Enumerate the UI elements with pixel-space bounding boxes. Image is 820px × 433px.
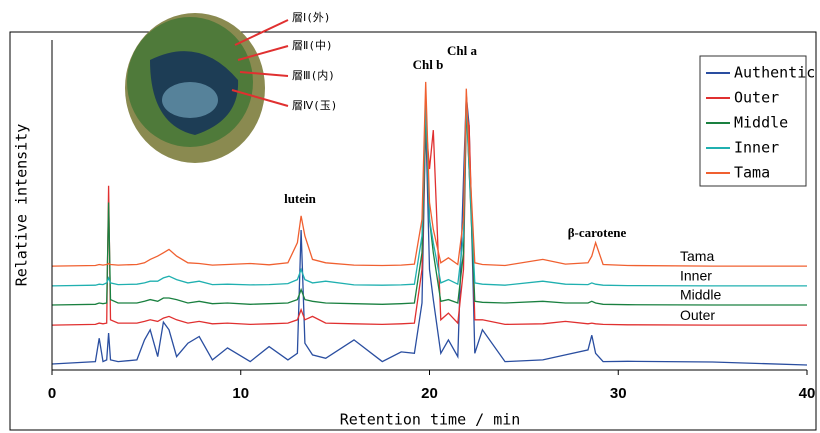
- trace-label: Middle: [680, 287, 721, 303]
- inset-photo: [125, 13, 265, 163]
- peak-label: lutein: [284, 191, 317, 206]
- inset-label: 層Ⅱ(中): [292, 39, 333, 52]
- legend-label: Tama: [734, 164, 770, 182]
- trace-label: Tama: [680, 248, 714, 264]
- x-tick-label: 40: [799, 385, 816, 402]
- peak-label: Chl a: [447, 43, 477, 58]
- x-tick-label: 10: [232, 385, 249, 402]
- legend-label: Authentic: [734, 64, 815, 82]
- legend-label: Outer: [734, 89, 779, 107]
- y-axis-label: Relative intensity: [13, 124, 31, 287]
- inset-label: 層Ⅰ(外): [292, 11, 331, 24]
- legend-label: Inner: [734, 139, 779, 157]
- chart: Retention time / min Relative intensity …: [0, 0, 820, 433]
- x-tick-label: 30: [610, 385, 627, 402]
- x-tick-label: 0: [48, 385, 56, 402]
- trace-label: Inner: [680, 268, 712, 284]
- photo-highlight: [162, 82, 218, 118]
- inset-label: 層Ⅳ(玉): [292, 99, 337, 112]
- peak-label: Chl b: [413, 57, 444, 72]
- x-axis-label: Retention time / min: [340, 411, 521, 429]
- peak-label: β-carotene: [568, 225, 627, 240]
- legend-label: Middle: [734, 114, 788, 132]
- x-tick-label: 20: [421, 385, 438, 402]
- trace-label: Outer: [680, 307, 715, 323]
- inset-label: 層Ⅲ(内): [292, 68, 335, 82]
